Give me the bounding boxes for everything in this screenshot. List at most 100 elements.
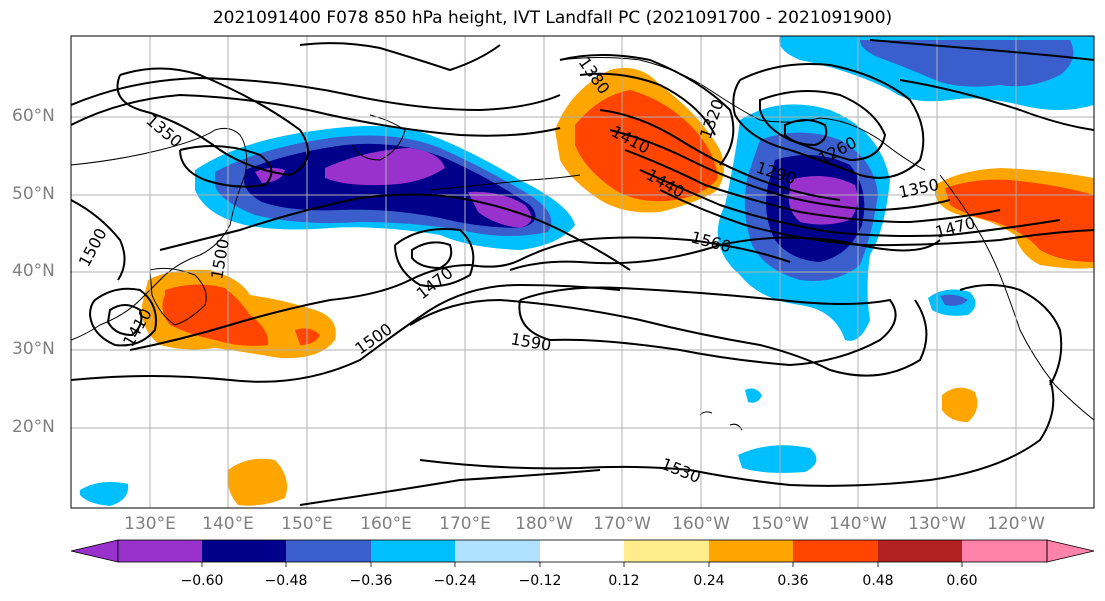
longitude-label: 150°W <box>751 514 809 534</box>
colorbar-tick-label: 0.36 <box>777 573 809 589</box>
contour-north-east-2 <box>899 79 1094 131</box>
negative-anomaly-small-4 <box>745 388 762 403</box>
contour-inner-west <box>179 145 273 188</box>
colorbar-tick-label: 0.24 <box>693 573 725 589</box>
contour-low-east-3 <box>784 119 828 147</box>
longitude-label: 170°E <box>439 514 491 534</box>
colorbar-bin <box>118 540 202 562</box>
negative-anomaly-west-purple-2 <box>468 191 532 228</box>
coastlines <box>71 57 1094 431</box>
contour-1530-east <box>419 379 1055 487</box>
latitude-label: 30°N <box>12 339 55 359</box>
contour-1560 <box>509 236 941 271</box>
latitude-label: 40°N <box>12 261 55 281</box>
contour-gulf-4 <box>609 129 951 212</box>
contour-1530-south <box>71 283 621 383</box>
contour-label: 1500 <box>75 225 111 270</box>
colorbar-frame <box>117 539 1048 563</box>
latitude-label: 60°N <box>12 106 55 126</box>
contour-label: 1350 <box>897 175 941 202</box>
contour-1350-west <box>116 67 309 177</box>
colorbar-bin <box>455 540 540 562</box>
contour-gulf-2 <box>579 72 716 136</box>
coastline-japan <box>149 267 207 326</box>
contour-label: 1530 <box>659 454 704 487</box>
aleutians <box>429 174 581 191</box>
colorbar-bin <box>709 540 793 562</box>
negative-anomaly-small-5 <box>80 482 129 506</box>
latitude-label: 50°N <box>12 184 55 204</box>
ivt-shading <box>80 36 1094 506</box>
longitude-label: 140°W <box>829 514 887 534</box>
negative-anomaly-west-purple-1 <box>325 148 445 186</box>
contour-gulf-7 <box>659 189 1094 247</box>
coastline-north-america <box>939 174 1094 421</box>
negative-anomaly-small-2 <box>940 294 968 306</box>
longitude-label: 130°E <box>124 514 176 534</box>
contour-gulf-1 <box>559 54 735 166</box>
contour-east-ridge <box>959 284 1063 386</box>
height-contours <box>71 39 1094 506</box>
positive-anomaly-small-1 <box>942 387 978 422</box>
contour-1590 <box>409 298 928 377</box>
colorbar-tick-label: 0.48 <box>862 573 894 589</box>
plot-area: 1350 1380 1320 1410 1440 1290 1260 1350 … <box>71 36 1094 508</box>
colorbar-bin <box>793 540 878 562</box>
colorbar-tick-label: 0.60 <box>946 573 978 589</box>
longitude-label: 180°W <box>515 514 573 534</box>
contour-label: 1470 <box>933 213 977 242</box>
colorbar-bin <box>540 540 624 562</box>
contour-1500-mid <box>129 236 791 351</box>
contour-low-central <box>411 241 453 270</box>
colorbar-bin <box>624 540 709 562</box>
colorbar-extend-left <box>70 539 119 563</box>
contour-1470-west <box>159 193 631 271</box>
contour-1590-inner <box>518 286 897 367</box>
contour-label: 1470 <box>413 263 457 303</box>
coastline-kamchatka <box>351 114 406 161</box>
longitude-label: 120°W <box>987 514 1045 534</box>
longitude-label: 160°E <box>360 514 412 534</box>
colorbar-tick-label: −0.12 <box>518 573 562 589</box>
contour-label: 1500 <box>207 237 233 280</box>
contour-low-japan-inner <box>106 304 143 337</box>
colorbar-extend-right <box>1046 539 1095 563</box>
contour-low-east-2 <box>759 90 887 162</box>
longitude-label: 140°E <box>202 514 254 534</box>
colorbar <box>70 539 1095 567</box>
colorbar-bin <box>371 540 455 562</box>
colorbar-bin <box>202 540 286 562</box>
colorbar-tick-label: −0.24 <box>433 573 477 589</box>
longitude-label: 160°W <box>672 514 730 534</box>
contour-north-west <box>299 42 501 72</box>
colorbar-tick-label: 0.12 <box>608 573 640 589</box>
colorbar-tick-label: −0.36 <box>349 573 393 589</box>
contour-outer-1 <box>71 76 561 112</box>
contour-low-japan <box>88 287 157 347</box>
contour-1500-west <box>71 199 126 281</box>
contour-low-east-1 <box>732 63 925 179</box>
contour-outer-2 <box>71 93 561 137</box>
colorbar-tick-label: −0.48 <box>264 573 308 589</box>
map-title: 2021091400 F078 850 hPa height, IVT Land… <box>212 8 893 28</box>
positive-anomaly-small-2 <box>227 458 288 506</box>
colorbar-tick-label: −0.60 <box>180 573 224 589</box>
colorbar-bin <box>286 540 371 562</box>
coastline-asia <box>71 127 248 341</box>
colorbar-bin <box>962 540 1047 562</box>
hawaii <box>699 411 743 431</box>
contour-gulf-3 <box>599 109 841 201</box>
colorbar-ticks <box>201 562 963 567</box>
contour-north-east <box>869 39 1094 61</box>
coastline-alaska <box>559 57 926 171</box>
contour-label: 1500 <box>351 319 395 358</box>
positive-anomaly-pnw-red <box>945 179 1094 262</box>
longitude-label: 130°W <box>908 514 966 534</box>
longitude-label: 150°E <box>281 514 333 534</box>
contour-label: 1590 <box>509 329 552 355</box>
contour-1530-bottom <box>299 469 601 506</box>
negative-anomaly-small-3 <box>738 445 817 473</box>
contour-gulf-6 <box>639 169 1061 237</box>
latitude-label: 20°N <box>12 417 55 437</box>
